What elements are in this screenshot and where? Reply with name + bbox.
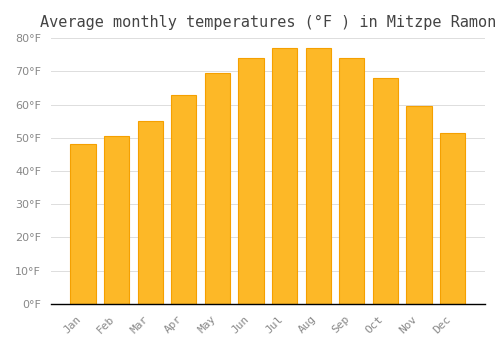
Bar xyxy=(272,48,297,304)
Bar xyxy=(340,58,364,304)
Bar xyxy=(440,133,466,304)
Bar xyxy=(238,58,264,304)
Bar xyxy=(138,121,163,304)
Bar xyxy=(406,106,432,304)
Bar xyxy=(104,136,130,304)
Title: Average monthly temperatures (°F ) in Mitzpe Ramon: Average monthly temperatures (°F ) in Mi… xyxy=(40,15,496,30)
Bar xyxy=(306,48,331,304)
Bar xyxy=(205,73,230,304)
Bar xyxy=(70,145,96,304)
Bar xyxy=(373,78,398,304)
Bar xyxy=(172,94,196,304)
